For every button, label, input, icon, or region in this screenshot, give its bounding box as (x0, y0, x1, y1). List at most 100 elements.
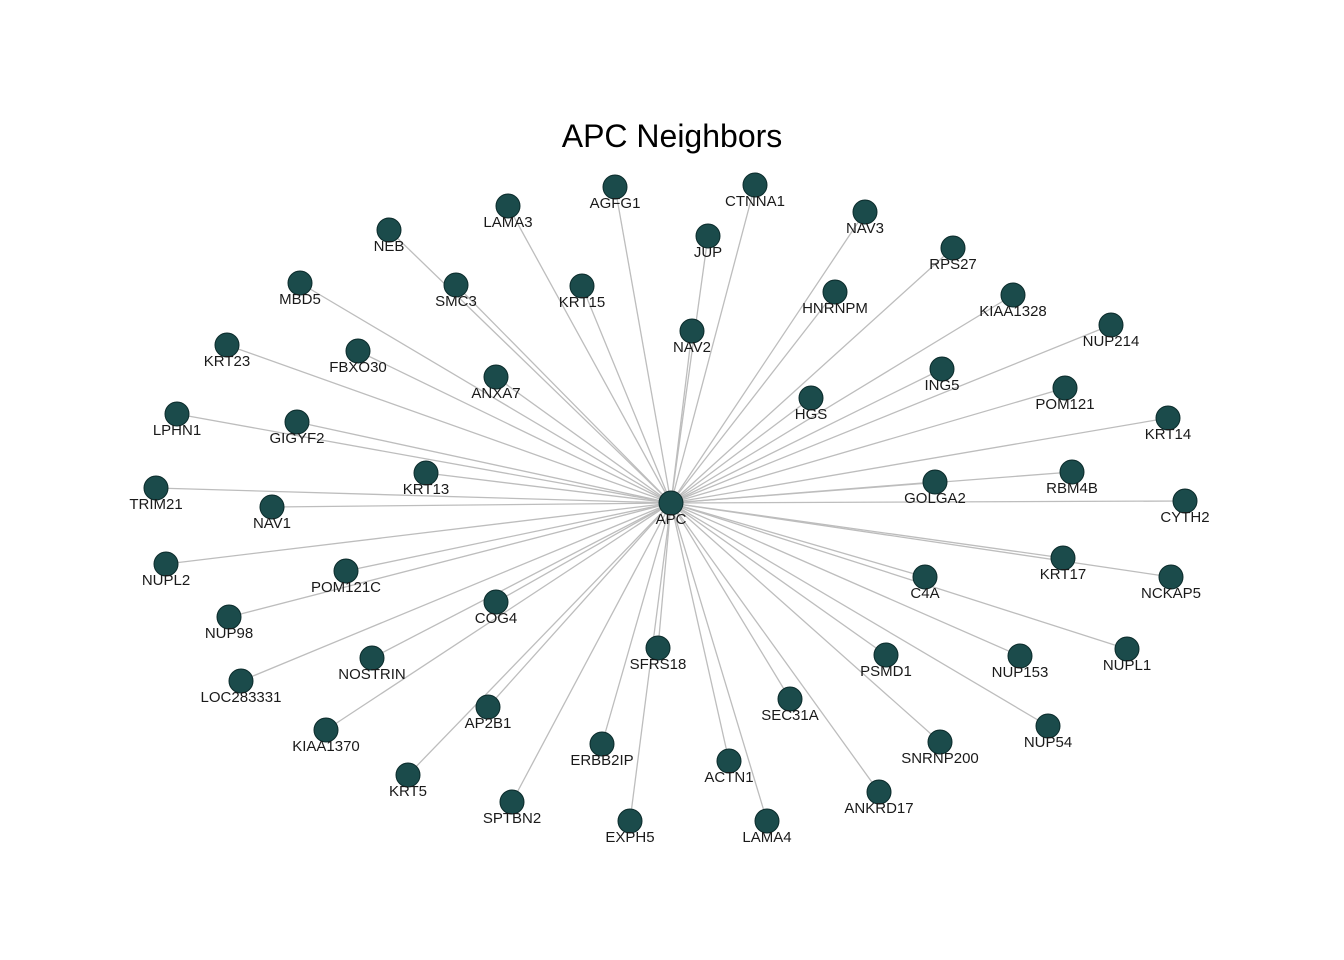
edge-apc-krt23 (226, 344, 672, 504)
node-mbd5: MBD5 (279, 270, 321, 308)
node-agfg1: AGFG1 (590, 174, 641, 212)
edge-apc-sfrs18 (657, 502, 672, 649)
edge-apc-psmd1 (670, 502, 887, 656)
edge-apc-nostrin (371, 502, 672, 659)
node-marker (313, 717, 339, 743)
node-label: NUPL1 (1103, 657, 1151, 674)
edge-apc-snrnp200 (670, 502, 941, 743)
node-marker (413, 460, 439, 486)
node-label: NCKAP5 (1141, 585, 1201, 602)
node-erbb2ip: ERBB2IP (570, 731, 634, 769)
node-marker (287, 270, 313, 296)
node-label: AP2B1 (465, 715, 512, 732)
edge-apc-mbd5 (299, 282, 672, 504)
edge-apc-pom121 (670, 387, 1066, 504)
node-label: COG4 (475, 610, 518, 627)
edge-apc-jup (670, 235, 709, 504)
edge-apc-gigyf2 (296, 421, 672, 504)
edge-apc-exph5 (629, 502, 672, 822)
node-marker (1000, 282, 1026, 308)
edge-apc-trim21 (155, 487, 672, 504)
node-label: NAV1 (253, 515, 291, 532)
node-marker (1059, 459, 1085, 485)
edge-apc-c4a (670, 502, 926, 578)
node-nup153: NUP153 (992, 643, 1049, 681)
node-label: NUP214 (1083, 333, 1140, 350)
node-label: SEC31A (761, 707, 819, 724)
node-marker (569, 273, 595, 299)
node-label: APC (656, 511, 687, 528)
node-sfrs18: SFRS18 (630, 635, 686, 673)
node-marker (1172, 488, 1198, 514)
node-anxa7: ANXA7 (471, 364, 521, 402)
node-label: ING5 (924, 377, 959, 394)
node-label: FBXO30 (329, 359, 387, 376)
node-hnrnpm: HNRNPM (802, 279, 868, 317)
edge-apc-ctnna1 (670, 184, 756, 504)
node-label: POM121 (1035, 396, 1094, 413)
node-label: NUP98 (205, 625, 253, 642)
node-jup: JUP (694, 223, 722, 261)
node-marker (143, 475, 169, 501)
node-nup214: NUP214 (1083, 312, 1140, 350)
node-label: AGFG1 (590, 195, 641, 212)
node-marker (1007, 643, 1033, 669)
node-label: HGS (795, 406, 828, 423)
edge-apc-smc3 (455, 284, 672, 504)
node-marker (716, 748, 742, 774)
node-marker (345, 338, 371, 364)
node-nup54: NUP54 (1024, 713, 1072, 751)
node-marker (922, 469, 948, 495)
node-nup98: NUP98 (205, 604, 253, 642)
edge-apc-erbb2ip (601, 502, 672, 745)
edge-apc-nav3 (670, 211, 866, 504)
node-label: GIGYF2 (269, 430, 324, 447)
node-lphn1: LPHN1 (153, 401, 201, 439)
node-marker (798, 385, 824, 411)
edge-apc-sec31a (670, 502, 791, 700)
node-marker (395, 762, 421, 788)
node-label: KRT23 (204, 353, 250, 370)
node-marker (912, 564, 938, 590)
edge-apc-fbxo30 (357, 350, 672, 504)
node-layer: AGFG1 CTNNA1 LAMA3 JUP NAV3 NEB RPS27 MBD5 SMC3 K… (129, 172, 1210, 846)
node-label: SNRNP200 (901, 750, 979, 767)
node-marker (589, 731, 615, 757)
node-label: KRT14 (1145, 426, 1191, 443)
node-marker (214, 332, 240, 358)
node-exph5: EXPH5 (605, 808, 655, 846)
node-golga2: GOLGA2 (904, 469, 966, 507)
node-pom121: POM121 (1035, 375, 1095, 413)
node-label: HNRNPM (802, 300, 868, 317)
node-marker (852, 199, 878, 225)
edge-apc-nav2 (670, 330, 693, 504)
node-marker (1050, 545, 1076, 571)
node-label: EXPH5 (605, 829, 654, 846)
node-label: KRT13 (403, 481, 449, 498)
node-snrnp200: SNRNP200 (901, 729, 979, 767)
node-hgs: HGS (795, 385, 828, 423)
node-label: GOLGA2 (904, 490, 966, 507)
edge-apc-agfg1 (614, 186, 672, 504)
node-fbxo30: FBXO30 (329, 338, 387, 376)
node-marker (617, 808, 643, 834)
node-label: KRT15 (559, 294, 605, 311)
node-label: LPHN1 (153, 422, 201, 439)
node-krt14: KRT14 (1145, 405, 1191, 443)
node-label: LAMA4 (742, 829, 791, 846)
node-nupl2: NUPL2 (142, 551, 190, 589)
node-krt15: KRT15 (559, 273, 605, 311)
edge-apc-sptbn2 (511, 502, 672, 803)
node-marker (443, 272, 469, 298)
node-label: SPTBN2 (483, 810, 541, 827)
node-label: NUP153 (992, 664, 1049, 681)
edge-apc-lama3 (507, 205, 672, 504)
node-label: KRT5 (389, 783, 427, 800)
node-marker (873, 642, 899, 668)
node-label: ANXA7 (471, 385, 520, 402)
node-marker (929, 356, 955, 382)
node-smc3: SMC3 (435, 272, 477, 310)
node-marker (483, 364, 509, 390)
edge-apc-kiaa1328 (670, 294, 1014, 504)
node-marker (1035, 713, 1061, 739)
